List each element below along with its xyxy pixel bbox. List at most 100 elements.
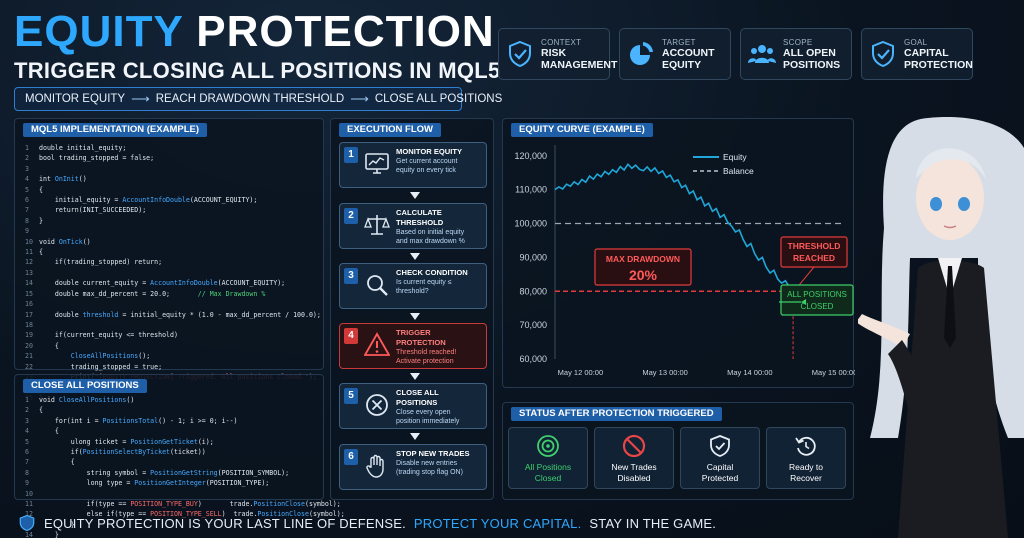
threshold-label: THRESHOLD xyxy=(788,241,841,251)
execution-flow-panel: EXECUTION FLOW 1 MONITOR EQUITY Get curre… xyxy=(330,118,494,500)
context-value: MANAGEMENT xyxy=(541,58,618,71)
flow-step: 3 CHECK CONDITION Is current equity ≤ thre… xyxy=(339,263,487,309)
step-desc: position immediately xyxy=(396,418,460,426)
step-number: 6 xyxy=(344,449,358,465)
equity-chart: 120,000 110,000 100,000 90,000 80,000 70,000 6… xyxy=(514,145,855,377)
shield-check-icon xyxy=(872,40,894,68)
down-arrow-icon xyxy=(410,192,420,199)
threshold-pointer xyxy=(797,266,815,287)
step-number: 5 xyxy=(344,388,358,404)
panel-label: EQUITY CURVE (EXAMPLE) xyxy=(511,123,653,137)
status-card: New Trades Disabled xyxy=(594,427,674,489)
step-desc: and max drawdown % xyxy=(396,238,465,246)
page-subtitle: TRIGGER CLOSING ALL POSITIONS IN MQL5 xyxy=(14,58,501,83)
step-desc: Close every open xyxy=(396,409,451,416)
recover-icon xyxy=(795,436,816,456)
step-desc: Get current account xyxy=(396,158,458,165)
goal-key: GOAL xyxy=(904,37,928,47)
status-card: All Positions Closed xyxy=(508,427,588,489)
status-text: Recover xyxy=(790,472,822,483)
down-arrow-icon xyxy=(410,313,420,320)
step-title: CALCULATE THRESHOLD xyxy=(396,208,444,227)
goal-value: PROTECTION xyxy=(904,58,973,71)
context-card: CONTEXT RISK MANAGEMENT xyxy=(498,28,617,80)
scope-key: SCOPE xyxy=(783,37,813,47)
y-tick-label: 90,000 xyxy=(519,252,547,262)
step-desc: equity on every tick xyxy=(396,167,456,175)
step-title: MONITOR EQUITY xyxy=(396,147,463,156)
no-entry-icon xyxy=(622,434,646,458)
step-title: CHECK CONDITION xyxy=(396,268,468,277)
close-positions-panel: CLOSE ALL POSITIONS 1 void CloseAllPositi… xyxy=(14,374,345,538)
code-block: 1 void CloseAllPositions() 2{ 3 for(int i… xyxy=(25,396,345,538)
y-tick-label: 110,000 xyxy=(515,185,547,195)
status-text: All Positions xyxy=(524,462,572,472)
panel-label: EXECUTION FLOW xyxy=(339,123,442,137)
title-rest: PROTECTION xyxy=(196,7,495,56)
panel-label: STATUS AFTER PROTECTION TRIGGERED xyxy=(511,407,722,421)
max-drawdown-box xyxy=(594,248,692,286)
shield-check-icon xyxy=(710,435,730,457)
goal-value: CAPITAL xyxy=(904,46,949,59)
x-tick-label: May 15 00:00 xyxy=(812,368,855,377)
monitor-chart-icon xyxy=(365,153,389,174)
page-title: EQUITY PROTECTION xyxy=(14,8,495,56)
panel-label: MQL5 IMPLEMENTATION (EXAMPLE) xyxy=(23,123,208,137)
closed-label: CLOSED xyxy=(801,302,834,311)
process-flow-bar: MONITOR EQUITY ⟶ REACH DRAWDOWN THRESHOL… xyxy=(14,87,502,111)
status-text: Capital xyxy=(706,462,734,472)
status-text: New Trades xyxy=(611,462,657,472)
x-tick-label: May 14 00:00 xyxy=(727,368,772,377)
flow-step: 5 CLOSE ALL POSITIONS Close every open pos… xyxy=(339,383,487,429)
down-arrow-icon xyxy=(410,253,420,260)
y-tick-label: 80,000 xyxy=(519,286,547,296)
closed-box xyxy=(780,284,854,316)
flow-step: 2 CALCULATE THRESHOLD Based on initial eq… xyxy=(339,203,487,249)
scope-value: POSITIONS xyxy=(783,58,841,71)
shield-icon xyxy=(19,514,35,532)
magnifier-icon xyxy=(367,275,388,296)
status-card: Capital Protected xyxy=(680,427,760,489)
panel-label: CLOSE ALL POSITIONS xyxy=(23,379,147,393)
title-accent: EQUITY xyxy=(14,7,184,56)
step-title: STOP NEW TRADES xyxy=(396,449,470,458)
step-desc: Threshold reached! xyxy=(396,349,457,356)
context-value: RISK xyxy=(541,46,567,59)
pie-chart-icon xyxy=(630,42,653,65)
step-desc: (trading stop flag ON) xyxy=(396,469,463,477)
step-title: CLOSE ALL POSITIONS xyxy=(396,388,439,407)
status-text: Ready to xyxy=(788,462,824,472)
max-drawdown-value: 20% xyxy=(629,267,658,283)
closed-label: ALL POSITIONS xyxy=(787,290,847,299)
flow-step-3: CLOSE ALL POSITIONS xyxy=(374,93,503,105)
x-tick-label: May 13 00:00 xyxy=(642,368,687,377)
flow-arrow-icon: ⟶ xyxy=(350,91,369,106)
step-desc: Activate protection xyxy=(396,358,454,366)
target-icon xyxy=(537,435,559,457)
goal-card: GOAL CAPITAL PROTECTION xyxy=(861,28,973,80)
context-key: CONTEXT xyxy=(541,37,582,47)
footer-tagline: EQUITY PROTECTION IS YOUR LAST LINE OF D… xyxy=(18,514,716,532)
character-illustration xyxy=(858,117,1024,538)
max-drawdown-label: MAX DRAWDOWN xyxy=(606,254,680,264)
y-tick-label: 100,000 xyxy=(514,219,547,229)
down-arrow-icon xyxy=(410,433,420,440)
x-tick-label: May 12 00:00 xyxy=(558,368,603,377)
footer-text: STAY IN THE GAME. xyxy=(589,515,717,531)
y-tick-label: 60,000 xyxy=(519,354,547,364)
scales-icon xyxy=(364,215,390,235)
status-text: Closed xyxy=(534,472,562,483)
step-desc: threshold? xyxy=(396,288,429,296)
target-card: TARGET ACCOUNT EQUITY xyxy=(619,28,731,80)
footer-text: EQUITY PROTECTION IS YOUR LAST LINE OF D… xyxy=(44,515,406,531)
y-tick-label: 120,000 xyxy=(514,151,547,161)
step-desc: Is current equity ≤ xyxy=(396,279,452,286)
equity-curve-panel: EQUITY CURVE (EXAMPLE) 120,000 110,000 100… xyxy=(502,118,855,388)
flow-step-trigger: 4 TRIGGER PROTECTION Threshold reached! Ac… xyxy=(339,323,487,369)
flow-step: 6 STOP NEW TRADES Disable new entries (tra… xyxy=(339,444,487,490)
code-block: 1 double initial_equity; 2 bool trading_st… xyxy=(25,144,321,402)
shield-check-icon xyxy=(509,40,531,68)
target-key: TARGET xyxy=(662,37,696,47)
down-arrow-icon xyxy=(410,373,420,380)
flow-step-2: REACH DRAWDOWN THRESHOLD xyxy=(155,93,345,105)
